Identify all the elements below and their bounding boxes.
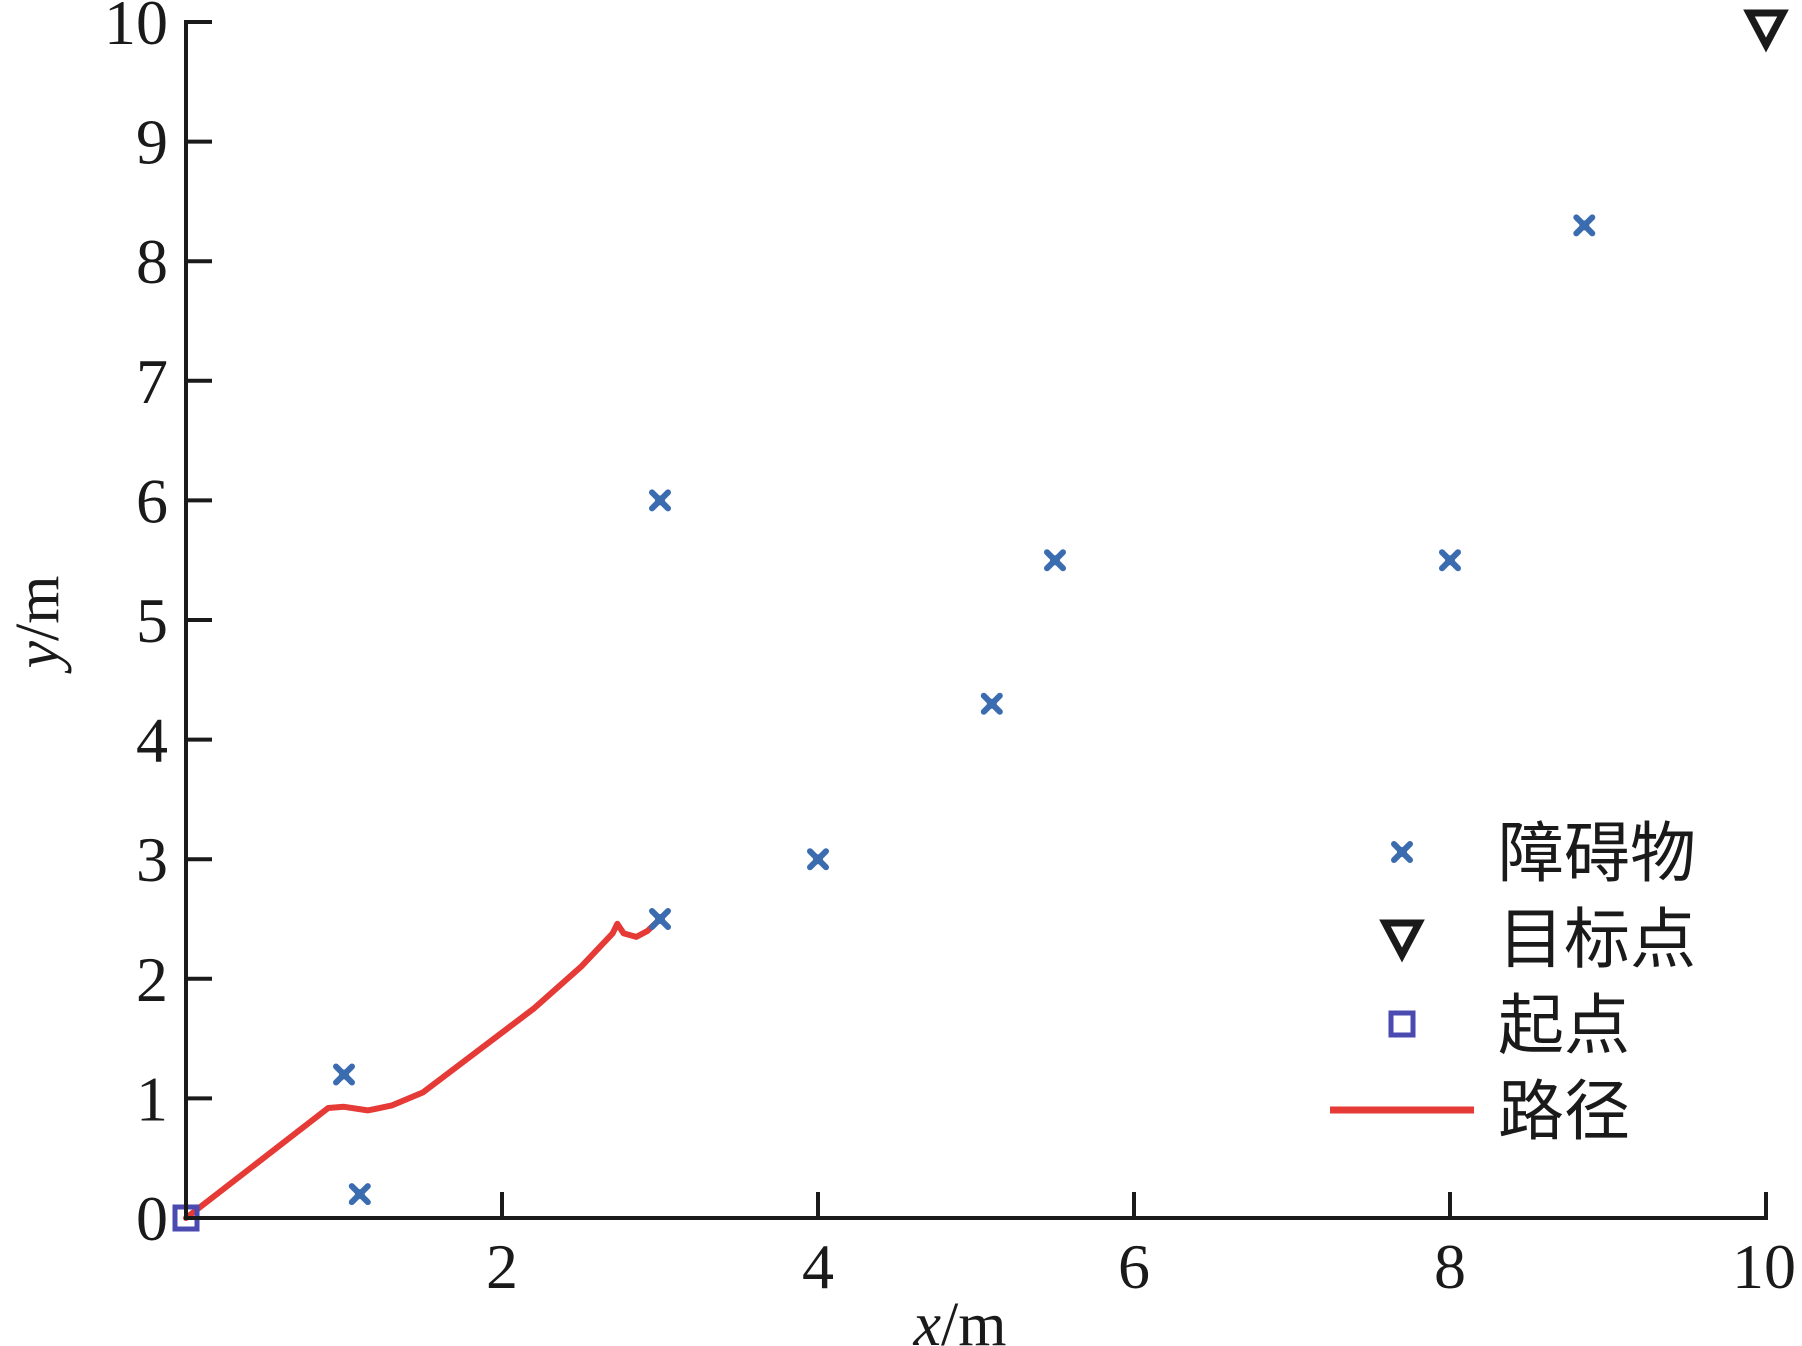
legend-label: 路径 <box>1498 1073 1630 1150</box>
x-marker <box>1442 552 1458 568</box>
y-axis-label: y/m <box>4 576 72 675</box>
x-marker <box>652 911 668 927</box>
x-center-icon <box>1579 220 1589 230</box>
x-tick-label: 2 <box>486 1231 518 1302</box>
y-tick-label: 5 <box>136 585 168 656</box>
x-tick-label: 6 <box>1118 1231 1150 1302</box>
x-center-icon <box>813 854 823 864</box>
legend-item: 路径 <box>1330 1073 1630 1150</box>
legend-square-icon <box>1391 1013 1413 1035</box>
legend-label: 目标点 <box>1498 901 1696 978</box>
x-center-icon <box>987 699 997 709</box>
y-tick-label: 10 <box>104 0 168 58</box>
x-tick-label: 8 <box>1434 1231 1466 1302</box>
y-tick-label: 9 <box>136 107 168 178</box>
y-tick-label: 0 <box>136 1183 168 1254</box>
x-marker <box>1047 552 1063 568</box>
x-axis-label: x/m <box>913 1291 1007 1346</box>
x-center-icon <box>355 1189 365 1199</box>
path-line <box>186 919 660 1218</box>
legend-item: 障碍物 <box>1394 815 1696 892</box>
y-tick-label: 6 <box>136 465 168 536</box>
y-tick-label: 3 <box>136 824 168 895</box>
x-marker <box>336 1066 352 1082</box>
legend-label: 障碍物 <box>1498 815 1696 892</box>
legend-triangle-down-icon <box>1385 923 1419 955</box>
x-center-icon <box>1397 847 1407 857</box>
legend-item: 目标点 <box>1385 901 1696 978</box>
y-tick-label: 7 <box>136 346 168 417</box>
y-tick-label: 2 <box>136 944 168 1015</box>
x-marker <box>352 1186 368 1202</box>
x-marker <box>652 492 668 508</box>
x-tick-label: 10 <box>1732 1231 1796 1302</box>
x-marker <box>984 696 1000 712</box>
legend-item: 起点 <box>1391 987 1630 1064</box>
legend-x-icon <box>1394 844 1410 860</box>
y-tick-label: 1 <box>136 1063 168 1134</box>
x-center-icon <box>339 1069 349 1079</box>
x-tick-label: 4 <box>802 1231 834 1302</box>
legend-label: 起点 <box>1498 987 1630 1064</box>
x-marker <box>1576 217 1592 233</box>
x-center-icon <box>655 495 665 505</box>
x-center-icon <box>1050 555 1060 565</box>
y-tick-label: 4 <box>136 705 168 776</box>
x-center-icon <box>655 914 665 924</box>
x-marker <box>810 851 826 867</box>
triangle-down-marker <box>1749 13 1783 45</box>
x-center-icon <box>1445 555 1455 565</box>
y-tick-label: 8 <box>136 226 168 297</box>
